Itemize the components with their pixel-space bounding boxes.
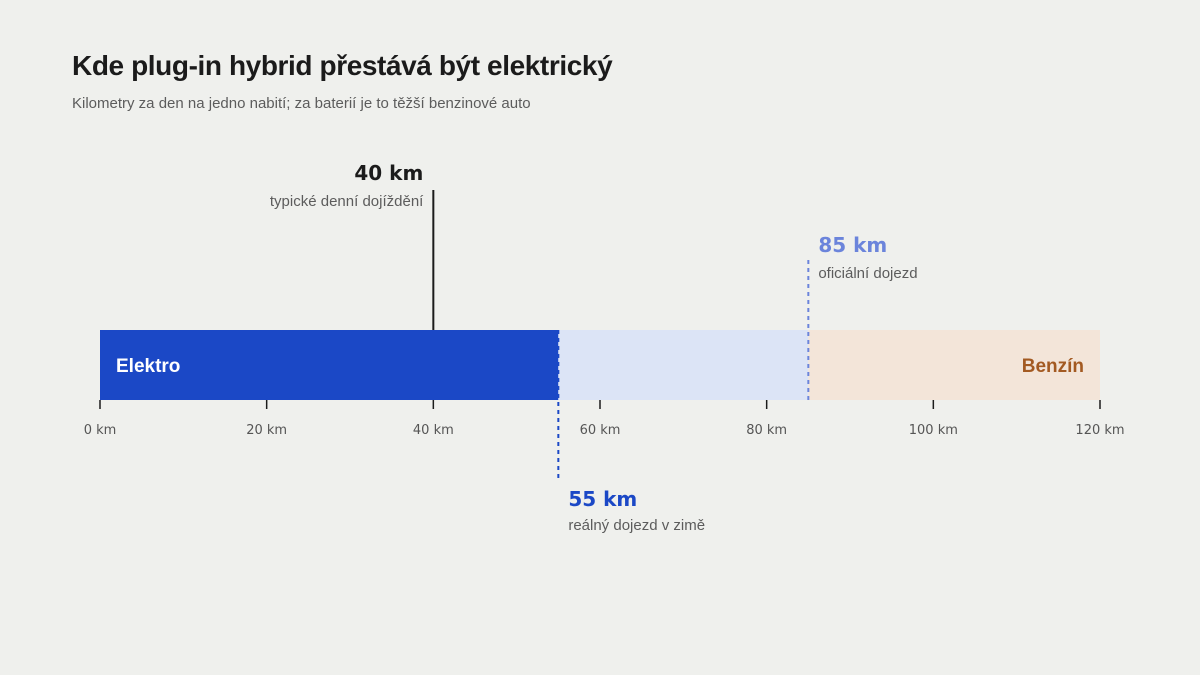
x-tick-label-120: 120 km <box>1075 423 1124 438</box>
range-segment-0 <box>100 330 559 400</box>
marker-description-55km: reálný dojezd v zimě <box>568 517 705 534</box>
x-tick-label-0: 0 km <box>84 423 117 438</box>
x-tick-label-60: 60 km <box>580 423 621 438</box>
marker-value-55km: 55 km <box>568 487 637 511</box>
marker-value-85km: 85 km <box>818 233 887 257</box>
x-axis: 0 km 20 km 40 km 60 km 80 km 100 km 120 km <box>84 400 1125 438</box>
x-tick-label-40: 40 km <box>413 423 454 438</box>
segment-label-2: Benzín <box>1022 356 1084 377</box>
range-segments: Elektro Benzín <box>100 330 1100 400</box>
x-tick-label-80: 80 km <box>746 423 787 438</box>
chart-title: Kde plug-in hybrid přestává být elektric… <box>72 50 613 81</box>
segment-label-0: Elektro <box>116 356 180 377</box>
range-segment-2 <box>808 330 1100 400</box>
x-tick-label-20: 20 km <box>246 423 287 438</box>
range-segment-1 <box>558 330 809 400</box>
marker-description-40km: typické denní dojíždění <box>270 193 424 210</box>
chart-subtitle: Kilometry za den na jedno nabití; za bat… <box>72 95 531 112</box>
marker-value-40km: 40 km <box>354 161 423 185</box>
reference-markers: 40 km typické denní dojíždění 85 km oficiál… <box>270 161 918 534</box>
x-tick-label-100: 100 km <box>909 423 958 438</box>
marker-description-85km: oficiální dojezd <box>818 265 917 282</box>
